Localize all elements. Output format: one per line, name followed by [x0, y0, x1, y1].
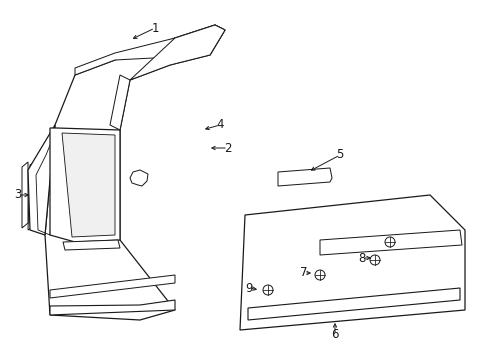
Polygon shape: [45, 25, 224, 320]
Polygon shape: [22, 162, 28, 228]
Polygon shape: [50, 275, 175, 298]
Polygon shape: [28, 125, 55, 235]
Polygon shape: [130, 25, 224, 80]
Text: 3: 3: [14, 189, 21, 202]
Text: 8: 8: [358, 252, 365, 265]
Polygon shape: [28, 160, 38, 230]
Text: 5: 5: [336, 148, 343, 162]
Polygon shape: [50, 128, 120, 242]
Polygon shape: [319, 230, 461, 255]
Polygon shape: [247, 288, 459, 320]
Text: 2: 2: [224, 141, 231, 154]
Polygon shape: [62, 133, 115, 237]
Polygon shape: [63, 240, 120, 250]
Polygon shape: [278, 168, 331, 186]
Polygon shape: [50, 300, 175, 315]
Text: 7: 7: [300, 266, 307, 279]
Text: 9: 9: [245, 282, 252, 294]
Text: 6: 6: [330, 328, 338, 342]
Text: 4: 4: [216, 118, 224, 131]
Polygon shape: [75, 25, 224, 75]
Polygon shape: [110, 75, 130, 130]
Polygon shape: [240, 195, 464, 330]
Text: 1: 1: [151, 22, 159, 35]
